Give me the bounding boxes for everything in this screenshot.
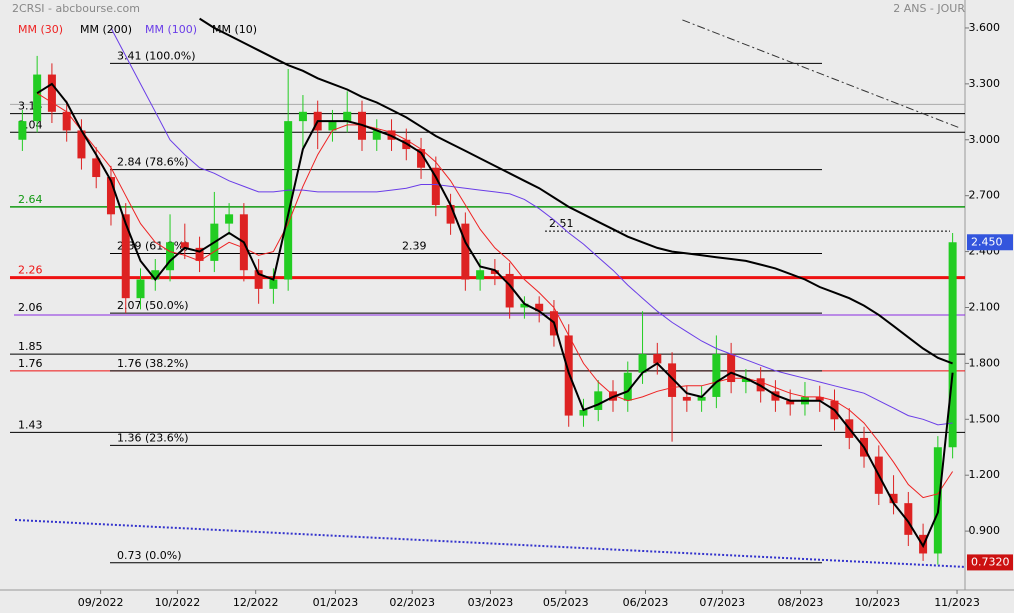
y-tick-label: 3.600: [969, 21, 1001, 34]
candle-body: [121, 214, 130, 299]
candle-body: [136, 279, 145, 299]
level-label: 2.26: [18, 264, 43, 277]
x-tick-label: 12/2022: [233, 596, 279, 609]
candle-body: [372, 130, 381, 140]
candle-body: [623, 372, 632, 401]
x-tick-label: 03/2023: [468, 596, 514, 609]
candle-body: [446, 204, 455, 224]
level-label: 2.64: [18, 193, 43, 206]
candle-body: [269, 279, 278, 289]
candle-body: [682, 396, 691, 401]
candle-body: [948, 242, 957, 448]
candle-body: [594, 391, 603, 410]
price-tag: [967, 234, 1013, 251]
candle-body: [328, 121, 337, 131]
legend-entry: MM (30): [18, 23, 63, 36]
ma-line: [199, 17, 953, 365]
y-tick-label: 1.200: [969, 468, 1001, 481]
candle-body: [505, 273, 514, 308]
ma-line: [110, 27, 953, 426]
x-tick-label: 09/2022: [78, 596, 124, 609]
candle-body: [933, 447, 942, 554]
candle-body: [225, 214, 234, 224]
candle-body: [741, 378, 750, 383]
candle-body: [520, 303, 529, 308]
candle-body: [417, 149, 426, 168]
legend-entry: MM (200): [80, 23, 132, 36]
trend-line: [14, 518, 965, 568]
candle-body: [254, 270, 263, 289]
level-label: 3.41 (100.0%): [117, 49, 196, 62]
x-tick-label: 07/2023: [699, 596, 745, 609]
candle-body: [653, 354, 662, 364]
candle-body: [668, 363, 677, 397]
candle-body: [564, 335, 573, 416]
level-label: 2.84 (78.6%): [117, 156, 189, 169]
candle-body: [638, 354, 647, 373]
candle-body: [166, 242, 175, 271]
x-tick-label: 06/2023: [623, 596, 669, 609]
candle-body: [697, 396, 706, 401]
level-label: 1.43: [18, 418, 43, 431]
x-tick-label: 08/2023: [778, 596, 824, 609]
candle-body: [180, 242, 189, 248]
level-label: 1.36 (23.6%): [117, 431, 189, 444]
level-label: 2.07 (50.0%): [117, 299, 189, 312]
candle-body: [343, 111, 352, 122]
level-label: 2.39: [402, 239, 427, 252]
y-tick-label: 3.300: [969, 77, 1001, 90]
candle-body: [18, 121, 27, 140]
candle-body: [62, 111, 71, 131]
candle-body: [284, 121, 293, 280]
y-tick-label: 1.500: [969, 412, 1001, 425]
candle-body: [106, 177, 115, 215]
y-tick-label: 2.700: [969, 189, 1001, 202]
level-label: 0.73 (0.0%): [117, 549, 182, 562]
candle-body: [815, 396, 824, 401]
candle-body: [490, 270, 499, 274]
candle-body: [195, 247, 204, 261]
y-tick-label: 1.800: [969, 356, 1001, 369]
x-tick-label: 02/2023: [389, 596, 435, 609]
candle-body: [579, 409, 588, 416]
x-tick-label: 01/2023: [313, 596, 359, 609]
level-label: 1.76 (38.2%): [117, 357, 189, 370]
candle-body: [431, 167, 440, 205]
candle-body: [92, 158, 101, 178]
candle-body: [33, 74, 42, 122]
x-tick-label: 10/2023: [854, 596, 900, 609]
y-tick-label: 3.000: [969, 133, 1001, 146]
y-tick-label: 0.900: [969, 524, 1001, 537]
chart-title: 2CRSI - abcbourse.com: [12, 2, 140, 15]
candle-body: [298, 111, 307, 122]
trend-line: [682, 19, 961, 129]
level-label: 1.76: [18, 357, 43, 370]
ma-line: [36, 92, 954, 499]
x-tick-label: 05/2023: [543, 596, 589, 609]
price-tag: [967, 554, 1013, 571]
level-label: 1.85: [18, 340, 43, 353]
x-tick-label: 11/2023: [934, 596, 980, 609]
chart-subtitle: 2 ANS - JOUR: [893, 2, 965, 15]
legend-entry: MM (10): [212, 23, 257, 36]
candle-body: [786, 400, 795, 405]
candle-body: [904, 503, 913, 535]
price-tag-label: 2.450: [971, 235, 1003, 248]
candle-body: [727, 354, 736, 383]
candle-body: [889, 493, 898, 504]
candle-body: [151, 270, 160, 280]
ma-line: [36, 82, 954, 549]
price-tag-label: 0.7320: [971, 555, 1010, 568]
x-tick-label: 10/2022: [155, 596, 201, 609]
legend-entry: MM (100): [145, 23, 197, 36]
candle-body: [535, 303, 544, 312]
candle-body: [47, 74, 56, 112]
candle-body: [712, 354, 721, 397]
level-label: 2.06: [18, 301, 43, 314]
candle-body: [461, 223, 470, 280]
candle-body: [77, 130, 86, 159]
candle-body: [476, 270, 485, 280]
y-tick-label: 2.100: [969, 300, 1001, 313]
